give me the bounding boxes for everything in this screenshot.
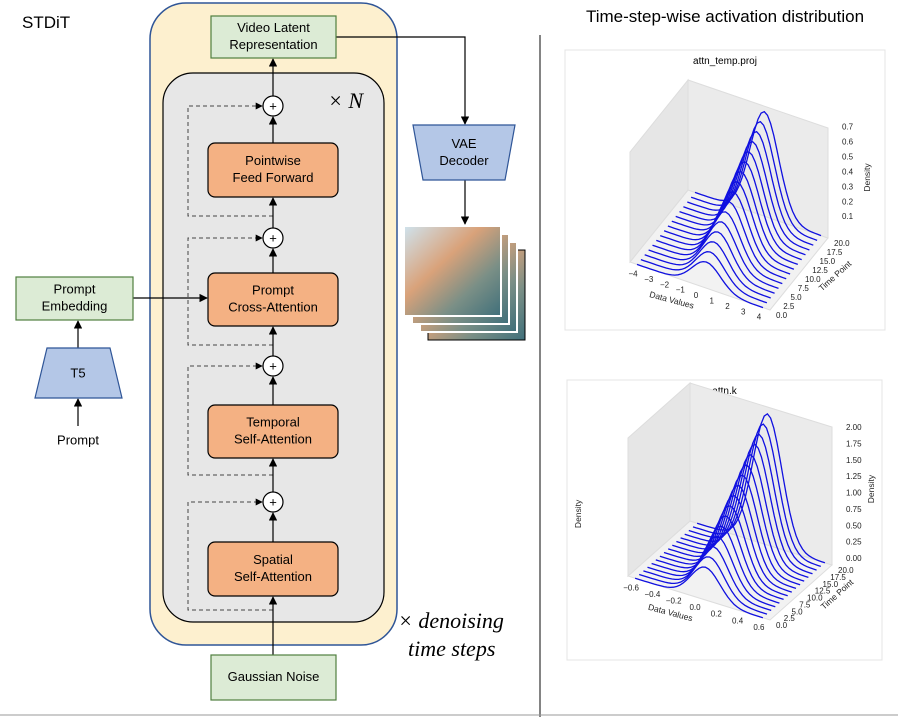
- x-tick-label: 0: [694, 291, 699, 300]
- x-tick-label: 2: [725, 302, 730, 311]
- plus-sign: +: [269, 98, 277, 113]
- y-tick-label: 0.0: [776, 311, 788, 320]
- x-tick-label: −2: [660, 280, 670, 289]
- node-label: Cross-Attention: [228, 299, 318, 314]
- node-label: Video Latent: [237, 20, 310, 35]
- right-title: Time-step-wise activation distribution: [586, 7, 864, 26]
- plus-sign: +: [269, 230, 277, 245]
- node-label: Embedding: [42, 298, 108, 313]
- x-tick-label: 4: [757, 313, 762, 322]
- z-tick-label: 0.2: [842, 197, 854, 206]
- node-label: Prompt: [57, 432, 99, 447]
- node-label: Self-Attention: [234, 431, 312, 446]
- z-tick-label: 0.7: [842, 123, 854, 132]
- x-tick-label: −1: [676, 286, 686, 295]
- plus-sign: +: [269, 494, 277, 509]
- node-label: Prompt: [54, 281, 96, 296]
- z-tick-label: 2.00: [846, 423, 862, 432]
- y-tick-label: 2.5: [783, 302, 795, 311]
- video-frames: [404, 226, 525, 340]
- z-tick-label: 0.75: [846, 505, 862, 514]
- z-tick-label: 0.6: [842, 138, 854, 147]
- z-tick-label: 0.5: [842, 152, 854, 161]
- x-tick-label: 0.0: [689, 603, 701, 612]
- z-tick-label: 0.4: [842, 167, 854, 176]
- plus-sign: +: [269, 358, 277, 373]
- y-tick-label: 12.5: [812, 266, 828, 275]
- node-label: Gaussian Noise: [228, 669, 320, 684]
- node-label: Representation: [229, 37, 317, 52]
- z-tick-label: 1.00: [846, 489, 862, 498]
- x-tick-label: −0.4: [645, 590, 661, 599]
- z-tick-label: 0.25: [846, 538, 862, 547]
- page: STDiT Time-step-wise activation distribu…: [0, 0, 898, 717]
- node-label: Self-Attention: [234, 569, 312, 584]
- x-tick-label: −3: [644, 275, 654, 284]
- y-tick-label: 20.0: [834, 239, 850, 248]
- x-tick-label: 0.6: [753, 623, 765, 632]
- node-label: Feed Forward: [233, 170, 314, 185]
- node-label: Spatial: [253, 552, 293, 567]
- z-tick-label: 1.25: [846, 472, 862, 481]
- x-tick-label: −4: [628, 270, 638, 279]
- z-axis-label: Density: [573, 499, 583, 528]
- y-tick-label: 20.0: [838, 566, 854, 575]
- x-tick-label: 3: [741, 307, 746, 316]
- x-tick-label: −0.2: [666, 597, 682, 606]
- z-tick-label: 1.50: [846, 456, 862, 465]
- x-tick-label: 0.4: [732, 616, 744, 625]
- x-tick-label: 0.2: [711, 610, 723, 619]
- repeat-outer: × denoising: [398, 608, 504, 633]
- repeat-inner: × N: [328, 88, 364, 113]
- z-tick-label: 1.75: [846, 439, 862, 448]
- z-tick-label: 0.00: [846, 554, 862, 563]
- y-tick-label: 17.5: [827, 248, 843, 257]
- node-label: Decoder: [439, 153, 489, 168]
- y-tick-label: 15.0: [820, 257, 836, 266]
- node-label: Pointwise: [245, 153, 301, 168]
- node-label: Temporal: [246, 414, 300, 429]
- node-label: Prompt: [252, 282, 294, 297]
- left-title: STDiT: [22, 13, 70, 32]
- z-tick-label: 0.3: [842, 182, 854, 191]
- z-axis-label: Density: [862, 163, 872, 192]
- z-axis-label: Density: [866, 474, 876, 503]
- y-tick-label: 7.5: [798, 284, 810, 293]
- node-label: VAE: [451, 136, 476, 151]
- x-tick-label: −0.6: [623, 583, 639, 592]
- z-tick-label: 0.1: [842, 212, 854, 221]
- y-tick-label: 5.0: [791, 293, 803, 302]
- x-tick-label: 1: [710, 297, 715, 306]
- plot-title: attn_temp.proj: [693, 56, 757, 67]
- z-tick-label: 0.50: [846, 521, 862, 530]
- node-label: T5: [70, 365, 85, 380]
- repeat-outer: time steps: [408, 636, 495, 661]
